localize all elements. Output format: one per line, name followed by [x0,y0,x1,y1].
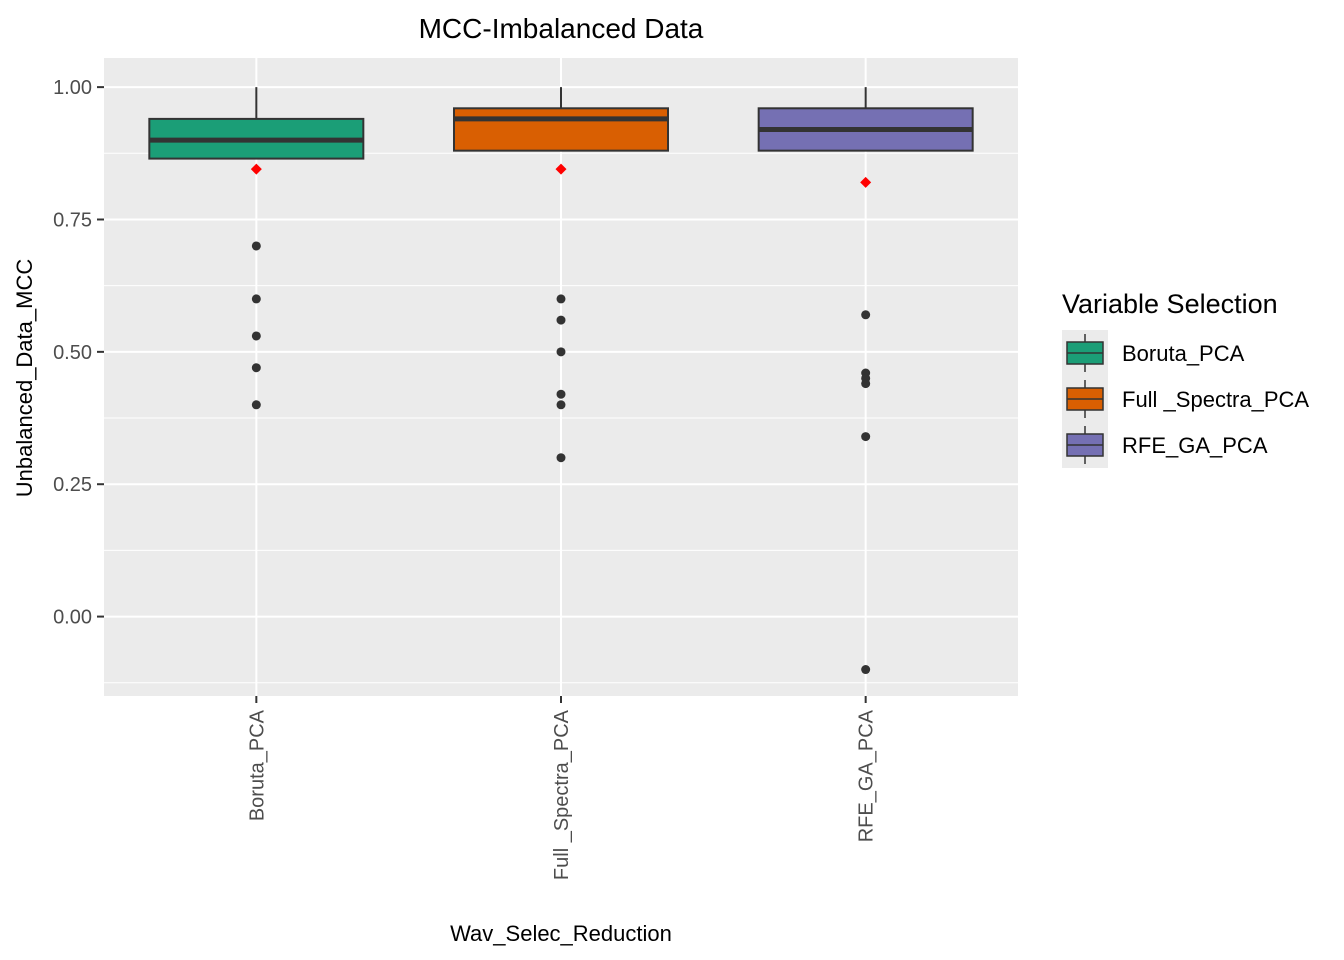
y-axis-title: Unbalanced_Data_MCC [12,259,37,498]
y-axis: 0.00 0.25 0.50 0.75 1.00 [53,77,104,629]
x-tick-label: Full _Spectra_PCA [551,709,573,880]
outlier-point [861,310,871,320]
outlier-point [861,379,871,389]
outlier-point [556,347,566,357]
outlier-point [556,315,566,325]
outlier-point [556,453,566,463]
y-tick-label: 0.25 [53,474,92,496]
outlier-point [861,665,871,675]
outlier-point [251,294,261,304]
outlier-point [556,294,566,304]
plot-panel [104,58,1018,696]
x-axis-title: Wav_Selec_Reduction [450,921,672,946]
box-group [453,87,669,463]
outlier-point [251,331,261,341]
outlier-point [556,400,566,410]
x-axis: Boruta_PCA Full _Spectra_PCA RFE_GA_PCA [246,696,878,880]
outlier-point [251,241,261,251]
box-group [757,87,974,675]
outlier-point [251,400,261,410]
legend-label: RFE_GA_PCA [1122,433,1268,458]
y-tick-label: 0.00 [53,607,92,629]
mean-marker [860,176,872,188]
legend: Variable Selection Boruta_PCA Full _Spect… [1062,289,1309,468]
x-tick-label: RFE_GA_PCA [856,709,878,842]
mean-marker [555,163,567,175]
legend-label: Full _Spectra_PCA [1122,387,1309,412]
chart-title: MCC-Imbalanced Data [419,13,704,44]
box [453,107,669,152]
outlier-point [251,363,261,373]
legend-entry: Full _Spectra_PCA [1062,376,1309,422]
outlier-point [861,432,871,442]
legend-label: Boruta_PCA [1122,341,1245,366]
y-tick-label: 0.75 [53,209,92,231]
legend-entry: RFE_GA_PCA [1062,422,1268,468]
mean-marker [250,163,262,175]
outlier-point [556,389,566,399]
y-tick-label: 1.00 [53,77,92,99]
x-tick-label: Boruta_PCA [246,709,268,821]
legend-title: Variable Selection [1062,289,1278,319]
legend-entry: Boruta_PCA [1062,330,1245,376]
y-tick-label: 0.50 [53,342,92,364]
box-group [148,87,365,410]
